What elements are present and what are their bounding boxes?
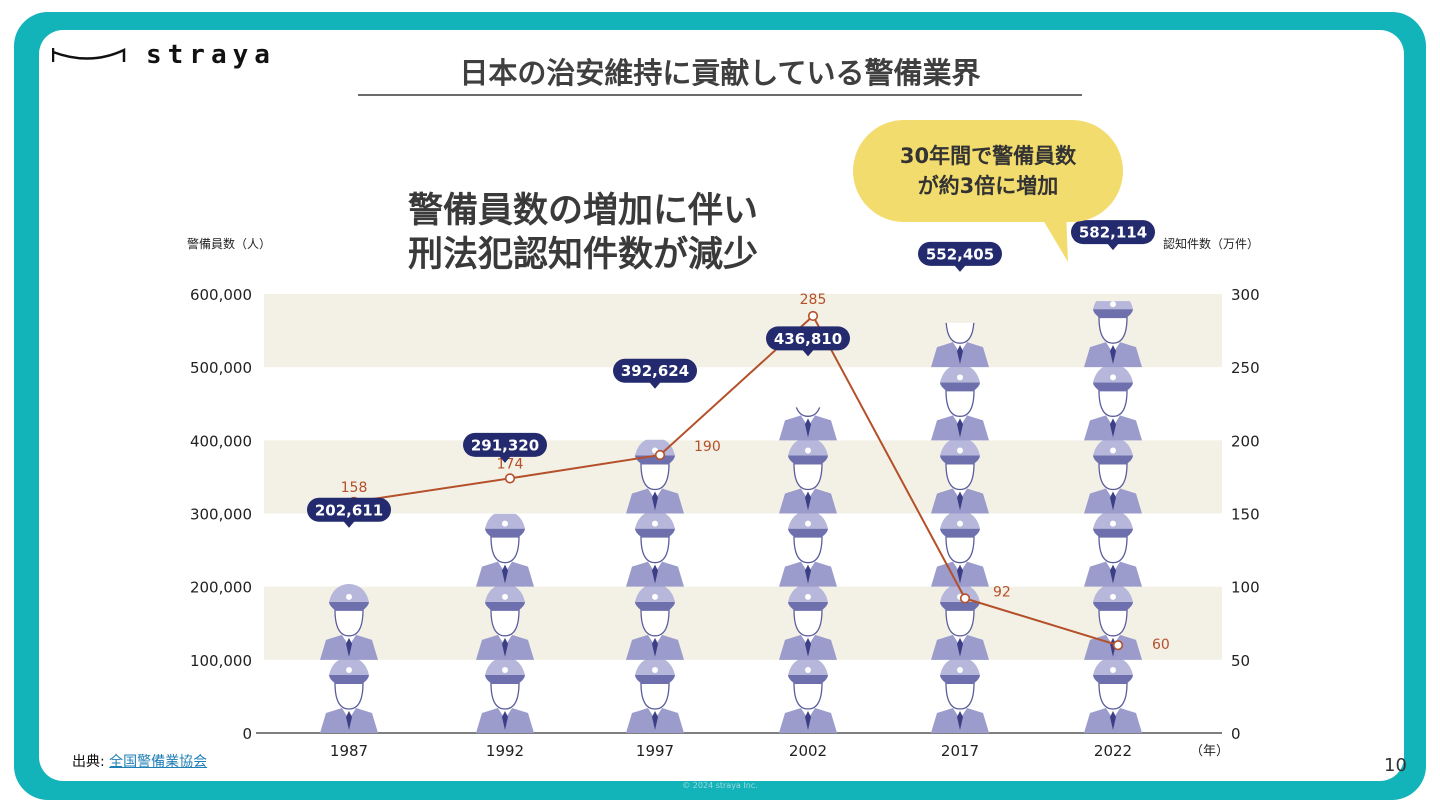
crime-count-point	[654, 449, 666, 461]
value-badge: 291,320	[463, 432, 547, 463]
value-badge-pointer	[954, 264, 966, 272]
x-tick-label: 2002	[789, 742, 827, 760]
headline-line-2: 刑法犯認知件数が減少	[408, 235, 758, 275]
page-number: 10	[1384, 755, 1407, 776]
security-guard-icon	[778, 656, 838, 733]
value-badge-pill	[918, 241, 1002, 266]
crime-count-point	[959, 593, 971, 604]
crime-count-line	[353, 314, 1119, 647]
callout-line-2: が約3倍に増加	[918, 174, 1059, 198]
value-badge-pill	[463, 432, 547, 457]
crime-count-label: 158	[341, 480, 368, 496]
crime-count-label: 60	[1152, 637, 1170, 653]
y-right-tick-label: 250	[1231, 359, 1260, 377]
brand-name: straya	[146, 40, 276, 70]
value-badge-pointer	[649, 381, 661, 389]
grid-band	[264, 294, 1222, 368]
page-title: 日本の治安維持に貢献している警備業界	[459, 56, 981, 90]
value-badge-pointer	[343, 520, 355, 528]
title-underline	[358, 94, 1082, 96]
value-badge: 202,611	[307, 497, 391, 528]
security-guard-icon	[1083, 510, 1143, 588]
security-guard-icon	[475, 513, 535, 588]
value-badge-pointer	[499, 455, 511, 463]
value-badge: 552,405	[918, 241, 1002, 272]
x-tick-label: 1997	[636, 742, 674, 760]
y-left-tick-label: 500,000	[190, 359, 252, 377]
value-badge-pointer	[802, 349, 814, 357]
right-axis-title: 認知件数（万件）	[1163, 236, 1259, 251]
grid-band	[264, 440, 1222, 514]
y-left-tick-label: 200,000	[190, 579, 252, 597]
value-badge-pointer	[1107, 243, 1119, 251]
value-badge-label: 392,624	[621, 362, 689, 380]
headline-line-1: 警備員数の増加に伴い	[408, 191, 758, 231]
source-label: 出典:	[72, 754, 105, 770]
security-guard-icon	[1083, 656, 1143, 733]
crime-count-point	[807, 310, 819, 322]
y-right-tick-label: 150	[1231, 506, 1260, 524]
callout-bubble: 30年間で警備員数 が約3倍に増加	[853, 120, 1123, 262]
value-badge: 436,810	[766, 326, 850, 357]
source-citation: 出典: 全国警備業協会	[72, 751, 207, 771]
y-right-tick-label: 100	[1231, 579, 1260, 597]
y-left-tick-label: 600,000	[190, 286, 252, 304]
x-tick-label: 1987	[330, 742, 368, 760]
guard-pictogram-bar	[930, 322, 990, 733]
value-badge-pill	[1071, 220, 1155, 245]
security-guard-icon	[625, 656, 685, 733]
value-badge-label: 582,114	[1079, 224, 1147, 242]
value-badge-pill	[766, 326, 850, 351]
x-axis-unit: （年）	[1190, 744, 1229, 759]
guard-pictogram-bar	[1083, 301, 1143, 733]
grid-band	[264, 586, 1222, 660]
security-guard-icon	[778, 510, 838, 588]
callout-line-1: 30年間で警備員数	[900, 144, 1077, 168]
straya-logo-mark	[52, 48, 126, 62]
security-guard-icon	[930, 510, 990, 588]
security-guard-icon	[930, 656, 990, 733]
value-badge-label: 202,611	[315, 501, 383, 519]
value-badge-label: 436,810	[774, 330, 842, 348]
source-link[interactable]: 全国警備業協会	[109, 754, 208, 770]
value-badge-pill	[613, 358, 697, 383]
security-guard-icon	[930, 363, 990, 441]
y-left-tick-label: 400,000	[190, 432, 252, 450]
value-badge-label: 291,320	[471, 436, 539, 454]
value-badge-label: 552,405	[926, 245, 994, 263]
security-guard-icon	[319, 656, 379, 733]
security-guard-icon	[475, 656, 535, 734]
crime-count-point	[504, 473, 516, 484]
value-badge: 392,624	[613, 358, 697, 389]
x-tick-label: 2017	[941, 742, 979, 760]
crime-count-label: 190	[694, 439, 721, 455]
y-left-tick-label: 300,000	[190, 506, 252, 524]
y-right-tick-label: 50	[1231, 652, 1250, 670]
y-left-tick-label: 0	[242, 725, 252, 743]
y-right-tick-label: 0	[1231, 725, 1241, 743]
security-guard-icon	[625, 510, 685, 588]
guard-pictogram-bar	[778, 407, 838, 733]
crime-count-label: 174	[497, 456, 524, 472]
y-right-tick-label: 200	[1231, 432, 1260, 450]
left-axis-title: 警備員数（人）	[187, 236, 271, 251]
value-badge-pill	[307, 497, 391, 522]
crime-count-point	[1112, 640, 1124, 651]
x-tick-label: 1992	[486, 742, 524, 760]
crime-count-label: 92	[993, 584, 1011, 600]
security-guard-icon	[778, 407, 838, 441]
y-right-tick-label: 300	[1231, 286, 1260, 304]
x-tick-label: 2022	[1094, 742, 1132, 760]
crime-count-label: 285	[800, 292, 827, 308]
y-left-tick-label: 100,000	[190, 652, 252, 670]
value-badge: 582,114	[1071, 220, 1155, 251]
copyright: © 2024 straya Inc.	[682, 781, 758, 790]
security-guard-icon	[1083, 363, 1143, 441]
